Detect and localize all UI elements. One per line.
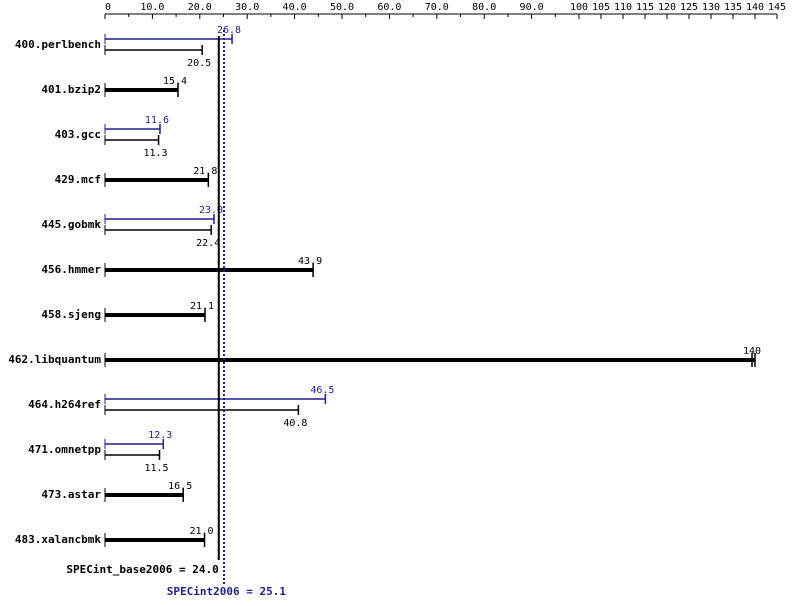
peak-value-label: 23.0 bbox=[199, 205, 223, 216]
category-label: 445.gobmk bbox=[41, 218, 101, 231]
category-label: 403.gcc bbox=[55, 128, 101, 141]
category-label: 429.mcf bbox=[55, 173, 101, 186]
combined-value-label: 21.0 bbox=[189, 526, 213, 537]
category-label: 400.perlbench bbox=[15, 38, 101, 51]
peak-summary-label: SPECint2006 = 25.1 bbox=[167, 585, 287, 598]
combined-value-label: 43.9 bbox=[298, 256, 322, 267]
peak-value-label: 12.3 bbox=[148, 430, 172, 441]
category-label: 456.hmmer bbox=[41, 263, 101, 276]
x-tick-label: 130 bbox=[702, 2, 720, 13]
x-tick-label: 135 bbox=[724, 2, 742, 13]
category-label: 458.sjeng bbox=[41, 308, 101, 321]
x-tick-label: 80.0 bbox=[472, 2, 496, 13]
x-tick-label: 110 bbox=[614, 2, 632, 13]
x-tick-label: 120 bbox=[658, 2, 676, 13]
x-tick-label: 20.0 bbox=[188, 2, 212, 13]
x-tick-label: 90.0 bbox=[520, 2, 544, 13]
x-tick-label: 125 bbox=[680, 2, 698, 13]
x-tick-label: 145 bbox=[768, 2, 786, 13]
peak-value-label: 11.6 bbox=[145, 115, 169, 126]
base-value-label: 22.4 bbox=[196, 238, 220, 249]
base-summary-label: SPECint_base2006 = 24.0 bbox=[66, 563, 218, 576]
peak-value-label: 26.8 bbox=[217, 25, 241, 36]
category-label: 471.omnetpp bbox=[28, 443, 101, 456]
x-tick-label: 140 bbox=[746, 2, 764, 13]
x-tick-label: 70.0 bbox=[425, 2, 449, 13]
combined-value-label: 140 bbox=[743, 346, 761, 357]
combined-value-label: 21.8 bbox=[193, 166, 217, 177]
combined-value-label: 15.4 bbox=[163, 76, 187, 87]
category-label: 401.bzip2 bbox=[41, 83, 101, 96]
combined-value-label: 21.1 bbox=[190, 301, 214, 312]
peak-value-label: 46.5 bbox=[310, 385, 334, 396]
x-tick-label: 115 bbox=[636, 2, 654, 13]
x-tick-label: 10.0 bbox=[140, 2, 164, 13]
reference-lines: SPECint_base2006 = 24.0 SPECint2006 = 25.… bbox=[66, 30, 286, 598]
bars: 400.perlbench 26.8 20.5 401.bzip2 15.4 403.gc… bbox=[8, 25, 761, 547]
x-tick-label: 0 bbox=[105, 2, 111, 13]
base-value-label: 20.5 bbox=[187, 58, 211, 69]
base-value-label: 11.3 bbox=[144, 148, 168, 159]
base-value-label: 11.5 bbox=[144, 463, 168, 474]
combined-value-label: 16.5 bbox=[168, 481, 192, 492]
x-tick-label: 30.0 bbox=[235, 2, 259, 13]
x-tick-label: 100 bbox=[570, 2, 588, 13]
category-label: 473.astar bbox=[41, 488, 101, 501]
x-tick-label: 60.0 bbox=[377, 2, 401, 13]
category-label: 462.libquantum bbox=[8, 353, 101, 366]
x-tick-label: 40.0 bbox=[283, 2, 307, 13]
category-label: 464.h264ref bbox=[28, 398, 101, 411]
base-value-label: 40.8 bbox=[283, 418, 307, 429]
x-tick-label: 105 bbox=[592, 2, 610, 13]
x-axis: 0 10.0 20.0 30.0 40.0 50.0 60.0 70.0 80.0 90.0 100… bbox=[104, 2, 786, 19]
category-label: 483.xalancbmk bbox=[15, 533, 101, 546]
x-tick-label: 50.0 bbox=[330, 2, 354, 13]
